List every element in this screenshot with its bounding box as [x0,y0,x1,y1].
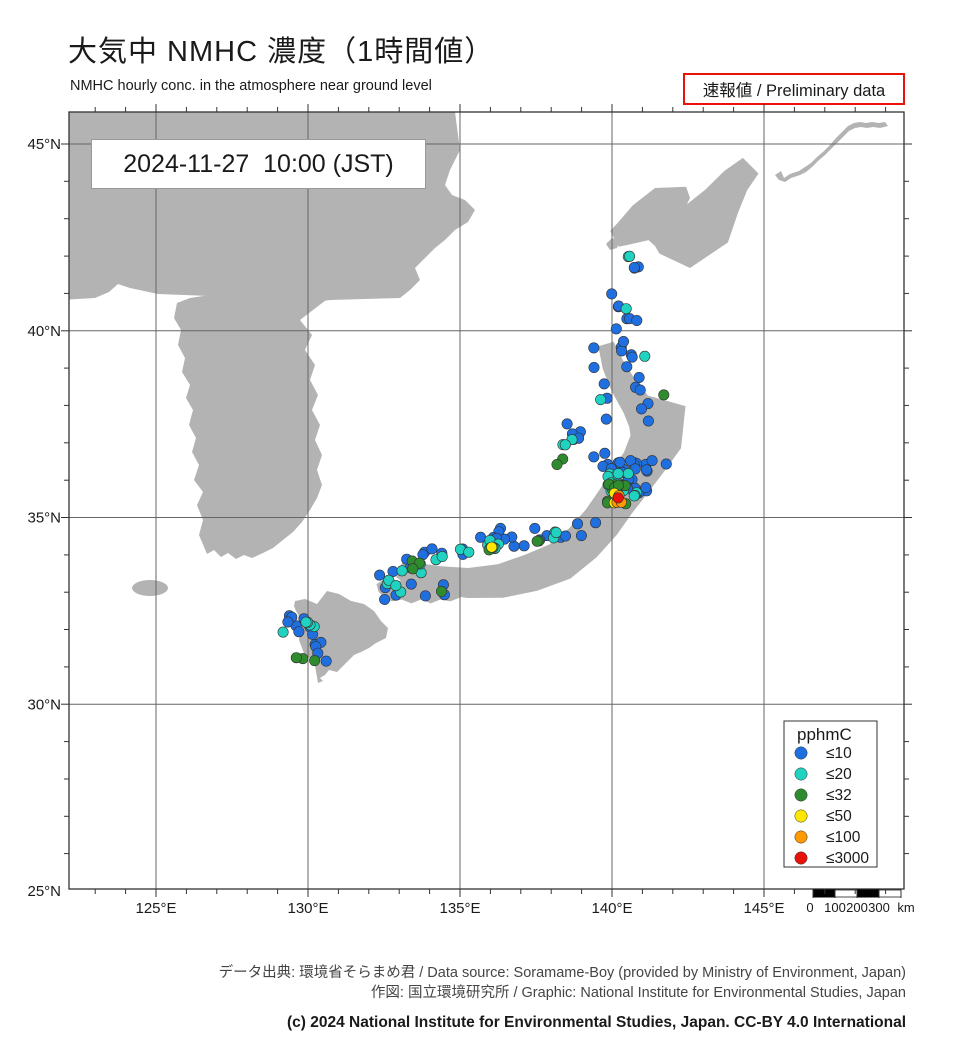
svg-text:135°E: 135°E [439,900,480,917]
svg-text:130°E: 130°E [287,900,328,917]
svg-text:140°E: 140°E [591,900,632,917]
svg-text:40°N: 40°N [27,323,61,340]
svg-text:≤32: ≤32 [826,787,852,804]
svg-text:145°E: 145°E [743,900,784,917]
svg-text:pphmC: pphmC [797,725,852,744]
svg-text:km: km [897,900,914,915]
svg-text:25°N: 25°N [27,883,61,900]
svg-text:45°N: 45°N [27,136,61,153]
svg-text:≤10: ≤10 [826,745,852,762]
svg-text:≤3000: ≤3000 [826,850,869,867]
svg-text:35°N: 35°N [27,510,61,527]
svg-text:≤20: ≤20 [826,766,852,783]
svg-text:125°E: 125°E [135,900,176,917]
svg-text:100: 100 [824,900,846,915]
svg-text:≤100: ≤100 [826,829,861,846]
svg-text:300: 300 [868,900,890,915]
svg-text:≤50: ≤50 [826,808,852,825]
svg-text:0: 0 [806,900,813,915]
svg-text:30°N: 30°N [27,696,61,713]
svg-text:200: 200 [846,900,868,915]
